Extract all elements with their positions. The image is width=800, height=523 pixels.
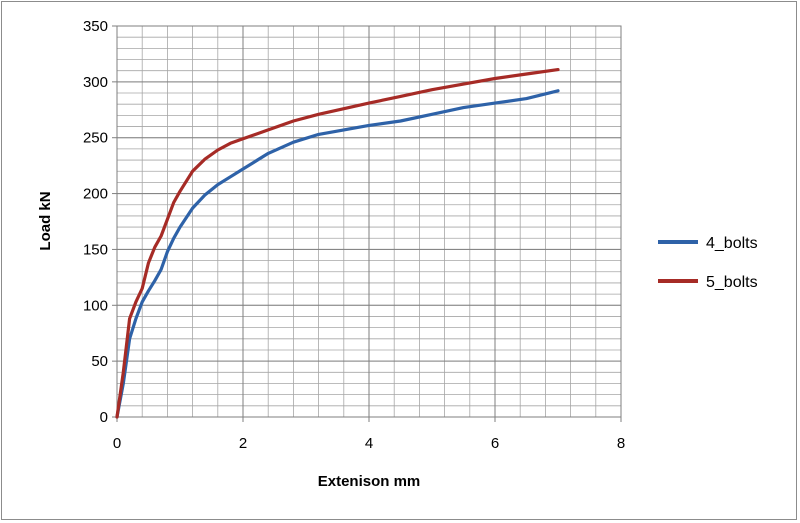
plot-area-border xyxy=(116,25,622,418)
y-axis-title: Load kN xyxy=(37,191,54,250)
axes xyxy=(112,25,622,422)
y-tick-label: 350 xyxy=(83,18,108,35)
legend-label-5-bolts: 5_bolts xyxy=(706,274,758,291)
y-tick-label: 300 xyxy=(83,74,108,91)
y-tick-label: 200 xyxy=(83,186,108,203)
y-tick-labels: 0 50 100 150 200 250 300 350 xyxy=(83,18,108,426)
x-tick-label: 2 xyxy=(239,435,247,452)
series-lines xyxy=(115,68,560,419)
y-tick-label: 0 xyxy=(100,409,108,426)
series-line-4-bolts xyxy=(115,89,560,419)
y-tick-label: 150 xyxy=(83,241,108,258)
x-tick-labels: 0 2 4 6 8 xyxy=(113,435,625,452)
x-tick-label: 0 xyxy=(113,435,121,452)
x-tick-label: 4 xyxy=(365,435,373,452)
x-tick-label: 6 xyxy=(491,435,499,452)
x-axis-title: Extenison mm xyxy=(318,473,421,490)
y-tick-label: 50 xyxy=(91,353,108,370)
y-tick-label: 100 xyxy=(83,297,108,314)
x-tick-label: 8 xyxy=(617,435,625,452)
legend: 4_bolts 5_bolts xyxy=(658,235,758,291)
y-tick-label: 250 xyxy=(83,130,108,147)
series-line-5-bolts xyxy=(115,68,560,419)
legend-label-4-bolts: 4_bolts xyxy=(706,235,758,252)
